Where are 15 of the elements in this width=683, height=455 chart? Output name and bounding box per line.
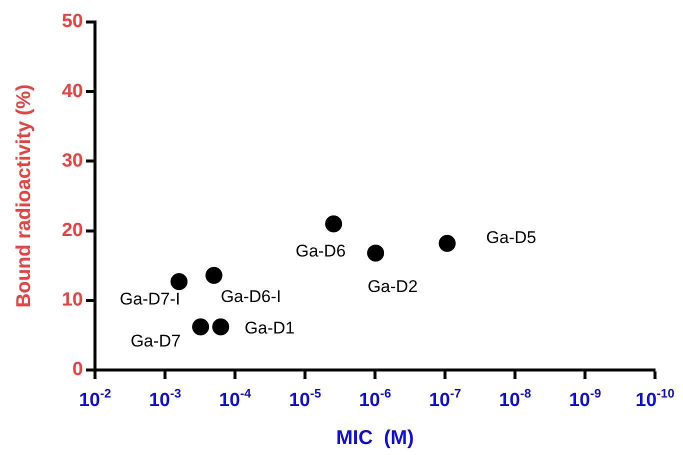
annotation: Ga-D5 [486,228,536,248]
y-tick-label: 0 [72,359,83,380]
y-tick-label: 30 [62,150,83,172]
y-axis-title: Bound radioactivity (%) [13,84,35,308]
annotation: Ga-D6-I [220,287,282,306]
annotation: Ga-D6 [296,242,346,261]
y-tick-label: 40 [62,80,83,102]
x-axis-title: MIC (M) [336,427,414,449]
annotation: Ga-D2 [368,276,418,296]
y-tick-label: 20 [62,220,83,242]
y-tick-label: 50 [62,11,83,32]
y-tick-label: 10 [62,290,83,311]
annotation: Ga-D7 [130,332,181,351]
annotation: Ga-D7-I [120,289,180,308]
annotation: Ga-D1 [244,318,295,338]
